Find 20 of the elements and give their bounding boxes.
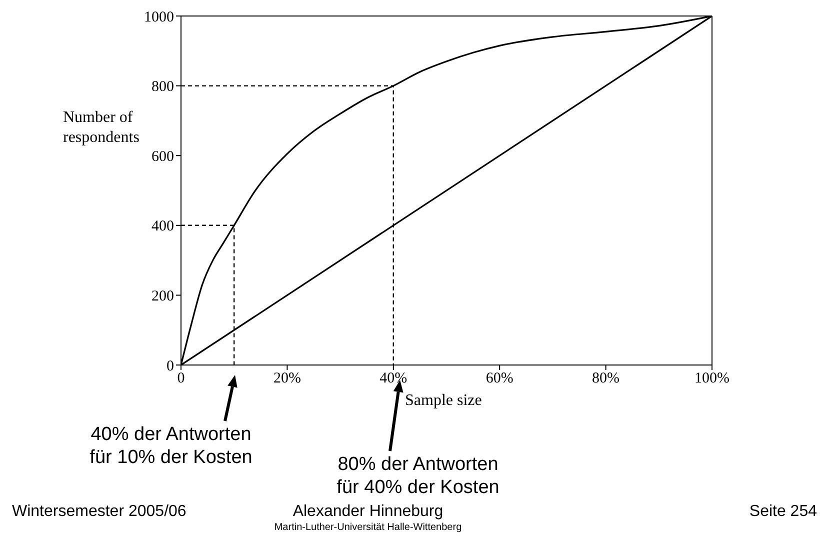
text: Seite 254 xyxy=(749,503,817,521)
y-tick-label: 400 xyxy=(152,218,174,235)
x-tick-label: 40% xyxy=(380,370,408,387)
text: Martin-Luther-Universität Halle-Wittenberg xyxy=(273,522,463,533)
y-tick-label: 1000 xyxy=(144,9,174,26)
x-axis-title: Sample size xyxy=(405,392,482,410)
x-tick-label: 20% xyxy=(273,370,301,387)
text: 80% der Antworten für 40% der Kosten xyxy=(336,453,500,499)
x-tick-label: 80% xyxy=(592,370,620,387)
text: Wintersemester 2005/06 xyxy=(12,503,186,521)
y-tick-label: 800 xyxy=(152,79,174,96)
x-tick-label: 100% xyxy=(694,370,730,387)
y-tick-label: 600 xyxy=(152,148,174,165)
x-tick-label: 0 xyxy=(177,370,185,387)
text: Alexander Hinneburg xyxy=(292,503,444,520)
y-tick-label: 0 xyxy=(166,358,174,374)
y-axis-title: Number of respondents xyxy=(63,108,140,148)
y-tick-label: 200 xyxy=(152,288,174,305)
x-tick-label: 60% xyxy=(486,370,514,387)
text: 40% der Antworten für 10% der Kosten xyxy=(88,423,254,469)
